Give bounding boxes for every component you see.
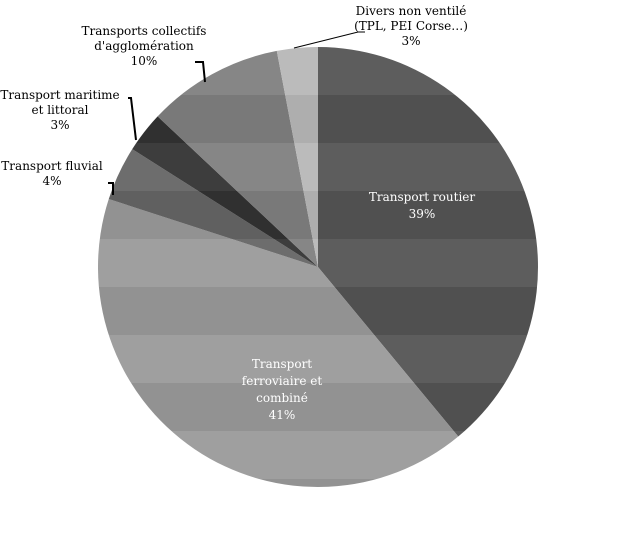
slice-label: 3% — [50, 118, 69, 132]
slice-label: ferroviaire et — [242, 374, 323, 388]
slice-label: 41% — [269, 408, 296, 422]
slice-label: (TPL, PEI Corse…) — [354, 19, 468, 33]
leader-line — [128, 97, 137, 141]
leader-line — [108, 182, 114, 195]
slice-label: d'agglomération — [94, 39, 194, 53]
pie-slice — [132, 116, 318, 268]
slice-label: Divers non ventilé — [356, 4, 467, 18]
leader-line — [195, 61, 206, 83]
slice-label: et littoral — [31, 103, 88, 117]
pie-slice — [276, 47, 318, 267]
slice-label: Transport — [252, 357, 312, 371]
slice-label: Transport routier — [369, 190, 476, 204]
slice-label: Transports collectifs — [82, 24, 207, 38]
slice-label: Transport fluvial — [1, 159, 103, 173]
pie-slice — [97, 199, 459, 487]
leader-line — [293, 31, 365, 49]
slice-label: 4% — [42, 174, 61, 188]
pie-slice — [157, 50, 318, 267]
pie-slice — [108, 149, 318, 267]
slice-label: 3% — [401, 34, 420, 48]
slice-label: Transport maritime — [0, 88, 119, 102]
slice-label: combiné — [256, 391, 308, 405]
pie-slice — [318, 47, 538, 437]
slice-label: 10% — [131, 54, 158, 68]
pie-banding — [98, 47, 538, 487]
slice-label: 39% — [409, 207, 436, 221]
